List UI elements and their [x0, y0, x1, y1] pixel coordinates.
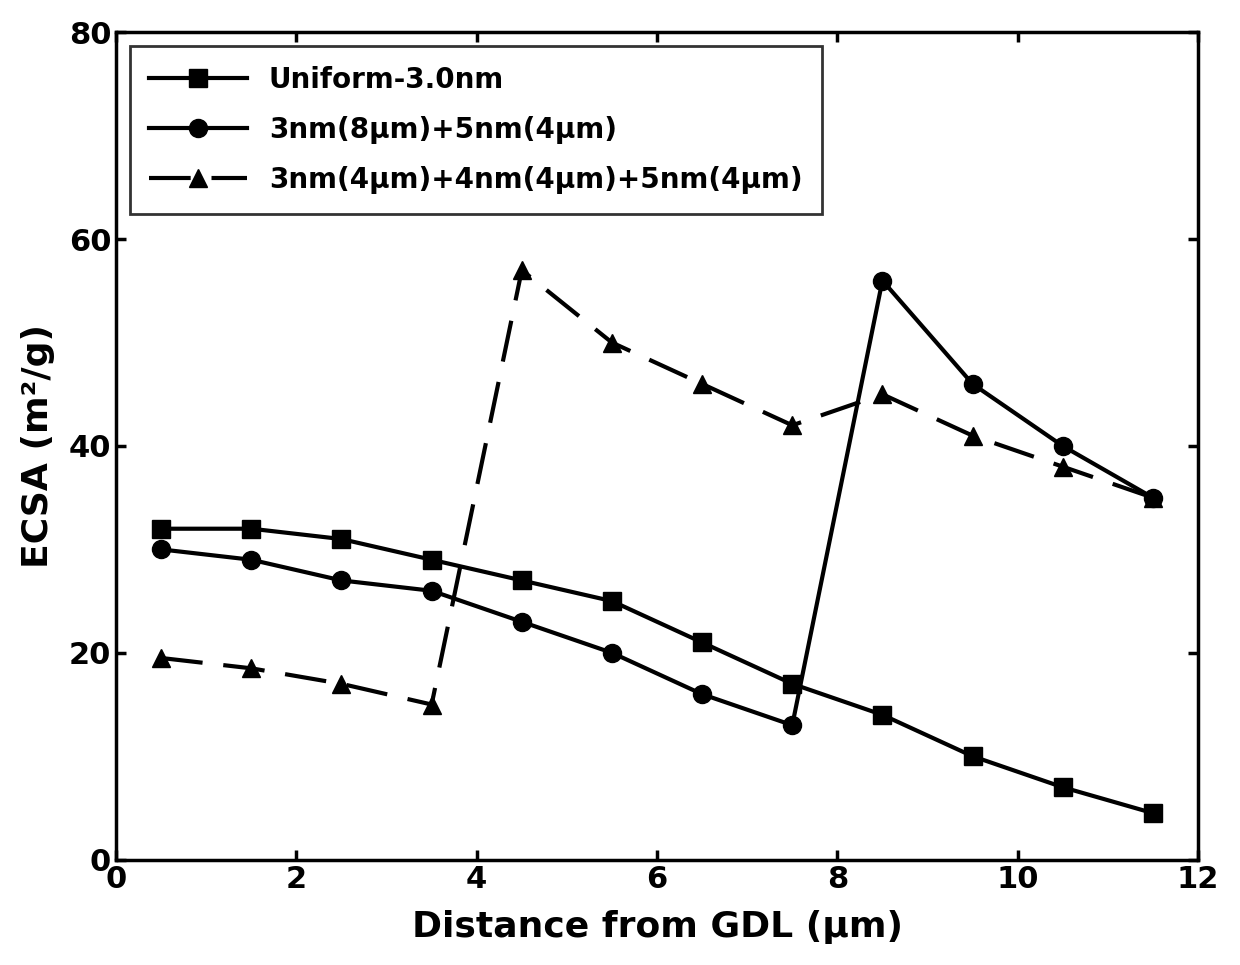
Uniform-3.0nm [694, 637, 709, 648]
3nm(8μm)+5nm(4μm) [694, 688, 709, 700]
3nm(8μm)+5nm(4μm) [875, 275, 890, 287]
Uniform-3.0nm [515, 574, 529, 586]
3nm(4μm)+4nm(4μm)+5nm(4μm) [694, 378, 709, 390]
Line: 3nm(8μm)+5nm(4μm): 3nm(8μm)+5nm(4μm) [153, 271, 1162, 734]
Uniform-3.0nm [1146, 808, 1161, 819]
3nm(4μm)+4nm(4μm)+5nm(4μm) [515, 264, 529, 276]
Uniform-3.0nm [965, 751, 980, 762]
X-axis label: Distance from GDL (μm): Distance from GDL (μm) [412, 910, 903, 944]
3nm(4μm)+4nm(4μm)+5nm(4μm) [424, 699, 439, 710]
Uniform-3.0nm [785, 678, 800, 690]
3nm(4μm)+4nm(4μm)+5nm(4μm) [785, 420, 800, 431]
3nm(4μm)+4nm(4μm)+5nm(4μm) [875, 389, 890, 400]
3nm(4μm)+4nm(4μm)+5nm(4μm) [1055, 461, 1070, 473]
3nm(8μm)+5nm(4μm) [605, 647, 620, 658]
3nm(4μm)+4nm(4μm)+5nm(4μm) [605, 337, 620, 348]
3nm(8μm)+5nm(4μm) [515, 616, 529, 627]
3nm(4μm)+4nm(4μm)+5nm(4μm) [334, 678, 348, 690]
Uniform-3.0nm [424, 554, 439, 565]
Uniform-3.0nm [875, 709, 890, 721]
Line: Uniform-3.0nm: Uniform-3.0nm [153, 520, 1162, 822]
3nm(4μm)+4nm(4μm)+5nm(4μm) [1146, 492, 1161, 504]
3nm(8μm)+5nm(4μm) [1146, 492, 1161, 504]
Uniform-3.0nm [154, 523, 169, 535]
Line: 3nm(4μm)+4nm(4μm)+5nm(4μm): 3nm(4μm)+4nm(4μm)+5nm(4μm) [153, 262, 1162, 713]
Legend: Uniform-3.0nm, 3nm(8μm)+5nm(4μm), 3nm(4μm)+4nm(4μm)+5nm(4μm): Uniform-3.0nm, 3nm(8μm)+5nm(4μm), 3nm(4μ… [130, 46, 822, 213]
3nm(8μm)+5nm(4μm) [334, 574, 348, 586]
Uniform-3.0nm [334, 534, 348, 545]
3nm(8μm)+5nm(4μm) [244, 554, 259, 565]
Y-axis label: ECSA (m²/g): ECSA (m²/g) [21, 324, 55, 568]
3nm(8μm)+5nm(4μm) [424, 585, 439, 596]
3nm(4μm)+4nm(4μm)+5nm(4μm) [244, 663, 259, 675]
Uniform-3.0nm [605, 595, 620, 607]
3nm(8μm)+5nm(4μm) [785, 720, 800, 731]
3nm(4μm)+4nm(4μm)+5nm(4μm) [965, 429, 980, 441]
Uniform-3.0nm [1055, 782, 1070, 793]
3nm(8μm)+5nm(4μm) [154, 543, 169, 555]
Uniform-3.0nm [244, 523, 259, 535]
3nm(4μm)+4nm(4μm)+5nm(4μm) [154, 652, 169, 664]
3nm(8μm)+5nm(4μm) [965, 378, 980, 390]
3nm(8μm)+5nm(4μm) [1055, 440, 1070, 452]
